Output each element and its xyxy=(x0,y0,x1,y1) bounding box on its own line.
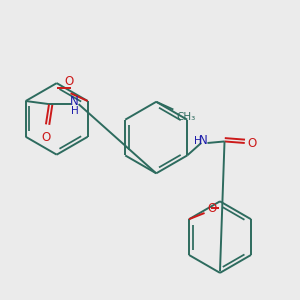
Text: O: O xyxy=(208,202,217,214)
Text: CH₃: CH₃ xyxy=(176,112,196,122)
Text: H: H xyxy=(194,136,201,146)
Text: N: N xyxy=(199,134,208,147)
Text: N: N xyxy=(70,95,79,108)
Text: O: O xyxy=(247,136,256,149)
Text: O: O xyxy=(41,131,50,144)
Text: H: H xyxy=(71,106,78,116)
Text: O: O xyxy=(64,75,74,88)
